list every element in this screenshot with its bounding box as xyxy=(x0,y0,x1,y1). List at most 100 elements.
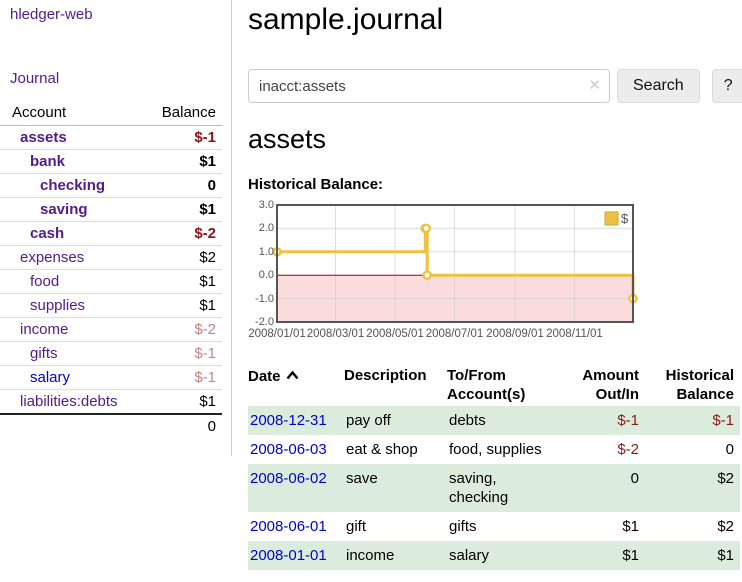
sidebar: hledger-web Journal Account Balance asse… xyxy=(0,0,232,456)
account-name-cell: cash xyxy=(0,221,138,246)
account-row: expenses $2 xyxy=(0,245,222,270)
account-balance: $1 xyxy=(137,149,222,174)
chart-x-tick-label: 2008/03/01 xyxy=(307,328,365,340)
register-row: 2008-06-03 eat & shop food, supplies $-2 0 xyxy=(248,435,740,464)
transaction-amount: $1 xyxy=(622,518,639,535)
account-name-cell: checking xyxy=(0,173,138,198)
transaction-accounts: saving, checking xyxy=(449,470,509,506)
account-link[interactable]: salary xyxy=(30,369,71,386)
account-balance: $-2 xyxy=(137,317,222,342)
register-row: 2008-06-01 gift gifts $1 $2 xyxy=(248,512,740,541)
accounts-total-value: 0 xyxy=(137,413,222,438)
transaction-description: income xyxy=(346,547,395,564)
register-row: 2008-06-02 save saving, checking 0 $2 xyxy=(248,464,740,512)
register-header-row: Date Description To/From Account(s) Amou… xyxy=(248,364,740,406)
account-name-cell: income xyxy=(0,317,138,342)
transaction-date-link[interactable]: 2008-06-02 xyxy=(250,470,327,487)
transaction-date-cell: 2008-06-03 xyxy=(248,435,344,464)
account-row: gifts $-1 xyxy=(0,341,222,366)
account-balance: 0 xyxy=(137,173,222,198)
account-link[interactable]: supplies xyxy=(30,297,86,314)
transaction-description: eat & shop xyxy=(346,441,418,458)
legend-label: $ xyxy=(621,211,629,226)
main-content: sample.journal ✕ Search ? assets Histori… xyxy=(248,0,742,570)
account-name-cell: assets xyxy=(0,125,138,150)
accounts-total-spacer xyxy=(0,413,138,438)
account-name-cell: expenses xyxy=(0,245,138,270)
account-name-cell: bank xyxy=(0,149,138,174)
transaction-date-cell: 2008-06-01 xyxy=(248,512,344,541)
transaction-description: gift xyxy=(346,518,367,535)
account-balance: $-1 xyxy=(137,365,222,390)
register-row: 2008-12-31 pay off debts $-1 $-1 xyxy=(248,406,740,435)
account-heading: assets xyxy=(248,124,327,154)
chart-x-tick-label: 2008/11/01 xyxy=(546,328,603,340)
chart-x-tick-label: 2008/09/01 xyxy=(486,328,544,340)
transaction-amount: $-1 xyxy=(617,412,639,429)
transaction-accounts: food, supplies xyxy=(449,441,542,458)
chart-y-tick-label: -1.0 xyxy=(255,292,274,305)
transaction-description: save xyxy=(346,470,378,487)
search-box: ✕ xyxy=(248,69,610,103)
brand-link[interactable]: hledger-web xyxy=(10,6,93,23)
legend-swatch-icon xyxy=(604,211,619,226)
chart-y-tick-label: 1.0 xyxy=(258,245,274,258)
register-col-date[interactable]: Date xyxy=(248,364,344,406)
chart-x-tick-label: 2008/05/01 xyxy=(366,328,424,340)
account-name-cell: food xyxy=(0,269,138,294)
data-point-marker xyxy=(422,270,433,280)
register-col-amount: Amount Out/In xyxy=(582,367,639,403)
account-name-cell: liabilities:debts xyxy=(0,389,138,415)
transaction-amount: $-2 xyxy=(617,441,639,458)
accounts-header-row: Account Balance xyxy=(0,101,222,126)
register-col-description: Description xyxy=(344,367,427,384)
search-input[interactable] xyxy=(248,69,610,103)
register-row: 2008-01-01 income salary $1 $1 xyxy=(248,541,740,570)
account-balance: $-2 xyxy=(137,221,222,246)
transaction-date-link[interactable]: 2008-01-01 xyxy=(250,547,327,564)
account-row: supplies $1 xyxy=(0,293,222,318)
account-link[interactable]: liabilities:debts xyxy=(20,393,118,410)
account-link[interactable]: food xyxy=(30,273,60,290)
account-link[interactable]: cash xyxy=(30,225,65,242)
balance-chart: 3.0 2.0 1.0 0.0 -1.0 -2.0 $2008/01/01 2008/03/… xyxy=(248,199,738,343)
accounts-total-row: 0 xyxy=(0,413,222,438)
account-row: salary $-1 xyxy=(0,365,222,390)
account-link[interactable]: gifts xyxy=(30,345,58,362)
transaction-amount: $1 xyxy=(622,547,639,564)
transaction-date-link[interactable]: 2008-06-03 xyxy=(250,441,327,458)
account-balance: $1 xyxy=(137,389,222,415)
clear-search-icon[interactable]: ✕ xyxy=(588,77,601,94)
sidebar-item-journal[interactable]: Journal xyxy=(10,70,60,87)
account-link[interactable]: income xyxy=(20,321,69,338)
search-form: ✕ Search ? xyxy=(248,69,742,103)
account-link[interactable]: saving xyxy=(40,201,88,218)
chart-plot[interactable]: $2008/01/01 2008/03/01 2008/05/01 2008/07/0… xyxy=(248,204,638,343)
account-row: liabilities:debts $1 xyxy=(0,389,222,415)
register-table: Date Description To/From Account(s) Amou… xyxy=(248,364,740,570)
search-button[interactable]: Search xyxy=(617,69,700,103)
transaction-date-cell: 2008-01-01 xyxy=(248,541,344,570)
account-row: saving $1 xyxy=(0,197,222,222)
chart-svg: $2008/01/01 2008/03/01 2008/05/01 2008/07/0… xyxy=(248,204,638,340)
sort-asc-icon xyxy=(286,366,299,385)
chart-y-tick-label: 0.0 xyxy=(258,269,274,282)
account-link[interactable]: bank xyxy=(30,153,66,170)
account-name-cell: salary xyxy=(0,365,138,390)
account-link[interactable]: expenses xyxy=(20,249,85,266)
accounts-col-balance: Balance xyxy=(137,101,222,126)
transaction-accounts: debts xyxy=(449,412,486,429)
account-link[interactable]: assets xyxy=(20,129,67,146)
chart-y-tick-label: 3.0 xyxy=(258,199,274,211)
account-link[interactable]: checking xyxy=(40,177,106,194)
transaction-date-link[interactable]: 2008-12-31 xyxy=(250,412,327,429)
transaction-description: pay off xyxy=(346,412,391,429)
chart-title: Historical Balance: xyxy=(248,176,384,193)
help-button[interactable]: ? xyxy=(711,69,742,103)
chart-x-tick-label: 2008/01/01 xyxy=(248,328,306,340)
account-row: checking 0 xyxy=(0,173,222,198)
transaction-date-link[interactable]: 2008-06-01 xyxy=(250,518,327,535)
register-col-accounts: To/From Account(s) xyxy=(447,367,526,403)
transaction-balance: $-1 xyxy=(712,412,734,429)
